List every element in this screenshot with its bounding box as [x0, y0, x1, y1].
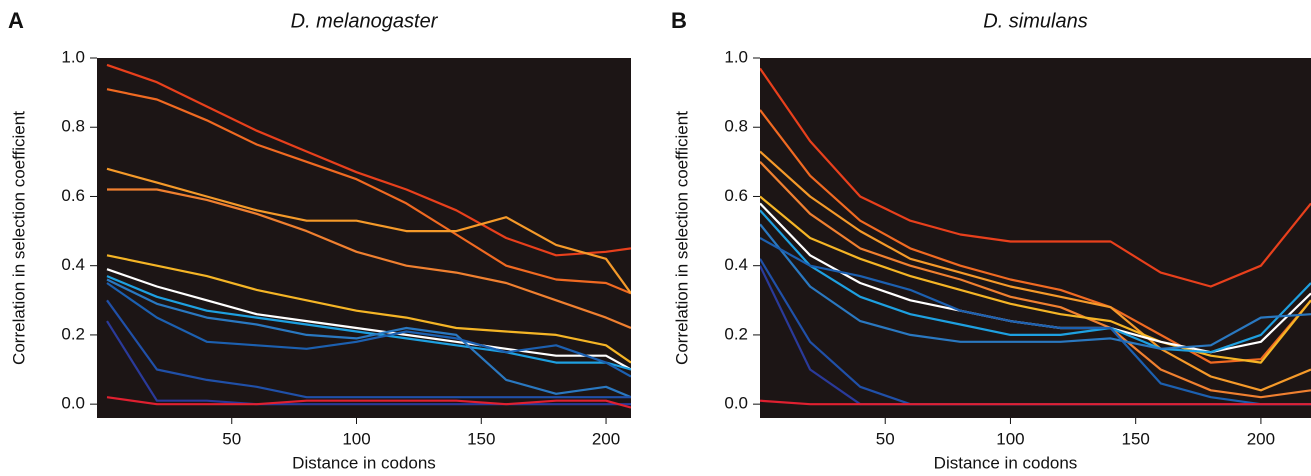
series-line: [760, 67, 1311, 288]
series-line: [760, 195, 1311, 364]
y-axis-label: Correlation in selection coefficient: [9, 111, 28, 365]
x-tick-label: 50: [222, 429, 241, 448]
x-tick-label: 150: [1121, 429, 1149, 448]
x-tick-label: 150: [467, 429, 495, 448]
series-line: [106, 278, 631, 399]
series-line: [106, 254, 631, 364]
x-axis-label: Distance in codons: [292, 453, 436, 472]
x-tick-label: 50: [876, 429, 895, 448]
series-line: [106, 299, 631, 399]
y-axis-label: Correlation in selection coefficient: [672, 111, 691, 365]
chart-title: D. simulans: [983, 10, 1087, 32]
y-tick-label: 0.8: [61, 117, 85, 136]
series-line: [760, 161, 1311, 399]
x-tick-label: 200: [1247, 429, 1275, 448]
y-tick-label: 0.4: [724, 255, 748, 274]
y-tick-label: 1.0: [61, 47, 85, 66]
plot-background: [97, 58, 631, 418]
plot-lines: [760, 67, 1311, 406]
series-line: [106, 320, 631, 406]
series-line: [106, 63, 631, 257]
chart-title: D. melanogaster: [291, 10, 439, 32]
plot-lines: [106, 63, 631, 409]
y-tick-label: 0.2: [61, 324, 85, 343]
y-tick-label: 0.4: [61, 255, 85, 274]
series-line: [106, 167, 631, 295]
y-tick-label: 0.0: [61, 394, 85, 413]
panel-label: B: [671, 8, 687, 33]
series-line: [106, 88, 631, 295]
series-line: [760, 237, 1311, 406]
series-line: [106, 282, 631, 378]
y-tick-label: 0.0: [724, 394, 748, 413]
x-tick-label: 100: [342, 429, 370, 448]
series-line: [107, 188, 631, 330]
panel-label: A: [8, 8, 24, 33]
y-tick-label: 0.2: [724, 324, 748, 343]
series-line: [760, 223, 1311, 350]
x-axis-label: Distance in codons: [934, 453, 1078, 472]
series-line: [106, 268, 631, 371]
series-line: [760, 399, 1311, 406]
x-tick-label: 200: [592, 429, 620, 448]
series-line: [760, 150, 1311, 392]
series-line: [106, 275, 631, 371]
plot-background: [760, 58, 1311, 418]
y-tick-label: 0.6: [61, 186, 85, 205]
series-line: [760, 109, 1311, 364]
y-tick-label: 1.0: [724, 47, 748, 66]
series-line: [106, 396, 631, 409]
series-line: [760, 209, 1311, 354]
y-tick-label: 0.6: [724, 186, 748, 205]
x-tick-label: 100: [996, 429, 1024, 448]
y-tick-label: 0.8: [724, 117, 748, 136]
